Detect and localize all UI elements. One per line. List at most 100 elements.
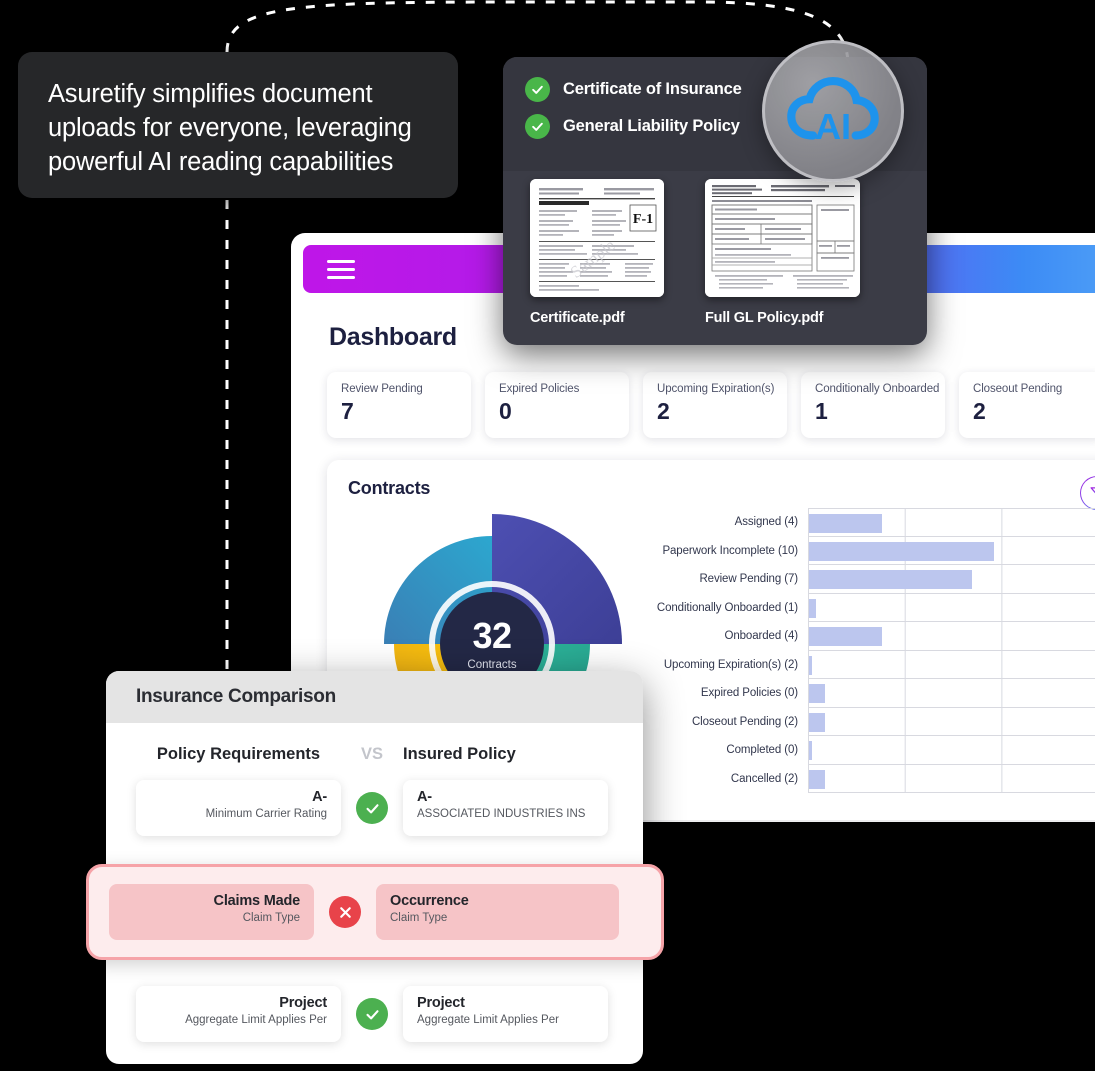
document-thumbnail: F-1 <box>530 179 664 297</box>
bar-fill <box>809 769 825 789</box>
donut-caption: Contracts <box>467 658 517 671</box>
bar-row: Conditionally Onboarded (1) <box>637 593 1095 622</box>
check-label: General Liability Policy <box>563 117 740 135</box>
vs-label: VS <box>360 745 383 763</box>
bar-fill <box>809 598 816 618</box>
document-item[interactable]: Full GL Policy.pdf <box>705 179 860 326</box>
svg-text:F-1: F-1 <box>633 212 653 227</box>
bar-fill <box>809 655 812 675</box>
bar-fill <box>809 684 825 703</box>
insured-cell[interactable]: Occurrence Claim Type <box>376 884 619 940</box>
comparison-row: A- Minimum Carrier Rating A- ASSOCIATED … <box>106 780 643 836</box>
document-thumbnail-list: F-1 <box>503 171 927 326</box>
stat-card-list: Review Pending 7 Expired Policies 0 Upco… <box>291 352 1095 438</box>
bar-label: Upcoming Expiration(s) (2) <box>663 658 798 671</box>
check-circle-icon <box>525 114 550 139</box>
bar-label: Onboarded (4) <box>724 630 799 643</box>
bar-row: Completed (0) <box>637 736 1095 765</box>
comparison-row: Project Aggregate Limit Applies Per Proj… <box>106 986 643 1042</box>
stat-label: Upcoming Expiration(s) <box>657 383 775 395</box>
contracts-bar-chart: Assigned (4) Paperwork Incomplete (10) R… <box>637 508 1095 793</box>
bar-label: Paperwork Incomplete (10) <box>662 544 798 557</box>
document-name: Certificate.pdf <box>530 310 625 326</box>
x-circle-icon <box>329 896 361 928</box>
insured-value: Occurrence <box>390 893 469 909</box>
stat-value: 2 <box>657 398 670 424</box>
column-header-insured: Insured Policy <box>403 745 516 763</box>
panel-title: Insurance Comparison <box>136 686 336 707</box>
funnel-filter-icon[interactable] <box>1080 476 1095 510</box>
requirement-cell[interactable]: Claims Made Claim Type <box>109 884 314 940</box>
bar-label: Review Pending (7) <box>699 573 798 586</box>
bar-track <box>808 622 1095 651</box>
stat-card[interactable]: Upcoming Expiration(s) 2 <box>643 372 787 438</box>
bar-row: Upcoming Expiration(s) (2) <box>637 650 1095 679</box>
bar-track <box>808 764 1095 793</box>
insured-label: Aggregate Limit Applies Per <box>417 1014 559 1026</box>
bar-label: Closeout Pending (2) <box>691 715 798 728</box>
bar-row: Paperwork Incomplete (10) <box>637 536 1095 565</box>
bar-row: Review Pending (7) <box>637 565 1095 594</box>
bar-fill <box>809 741 812 760</box>
check-circle-icon <box>356 998 388 1030</box>
bar-track <box>808 650 1095 679</box>
bar-track <box>808 736 1095 765</box>
bar-fill <box>809 514 882 533</box>
document-item[interactable]: F-1 <box>530 179 685 326</box>
insured-cell[interactable]: Project Aggregate Limit Applies Per <box>403 986 608 1042</box>
bar-label: Expired Policies (0) <box>700 687 798 700</box>
bar-label: Completed (0) <box>726 744 798 757</box>
callout-bubble: Asuretify simplifies document uploads fo… <box>18 52 458 198</box>
bar-track <box>808 508 1095 537</box>
status-badge <box>341 792 403 824</box>
bar-fill <box>809 570 972 589</box>
check-circle-icon <box>356 792 388 824</box>
bar-row: Closeout Pending (2) <box>637 707 1095 736</box>
bar-fill <box>809 712 825 732</box>
stat-card[interactable]: Closeout Pending 2 <box>959 372 1095 438</box>
check-circle-icon <box>525 77 550 102</box>
bar-track <box>808 679 1095 708</box>
insured-label: ASSOCIATED INDUSTRIES INS <box>417 808 586 820</box>
contracts-title: Contracts <box>348 478 431 498</box>
requirement-cell[interactable]: A- Minimum Carrier Rating <box>136 780 341 836</box>
comparison-column-headers: Policy Requirements VS Insured Policy <box>106 745 643 764</box>
status-badge <box>341 998 403 1030</box>
bar-track <box>808 536 1095 565</box>
bar-row: Assigned (4) <box>637 508 1095 537</box>
bar-label: Cancelled (2) <box>730 772 798 785</box>
bar-track <box>808 565 1095 594</box>
stat-card[interactable]: Expired Policies 0 <box>485 372 629 438</box>
insurance-comparison-body: Policy Requirements VS Insured Policy A-… <box>106 723 643 1042</box>
insurance-comparison-panel: Insurance Comparison Policy Requirements… <box>86 671 664 1064</box>
bar-track <box>808 593 1095 622</box>
bar-label: Assigned (4) <box>734 516 798 529</box>
bar-track <box>808 707 1095 736</box>
callout-text: Asuretify simplifies document uploads fo… <box>48 80 412 176</box>
hamburger-menu-icon[interactable] <box>327 255 355 284</box>
stat-label: Conditionally Onboarded <box>815 383 940 395</box>
stat-card[interactable]: Conditionally Onboarded 1 <box>801 372 945 438</box>
document-thumbnail <box>705 179 860 297</box>
svg-text:AI: AI <box>815 106 851 147</box>
page-title: Dashboard <box>329 323 457 351</box>
insured-cell[interactable]: A- ASSOCIATED INDUSTRIES INS <box>403 780 608 836</box>
contracts-card: Contracts <box>327 460 1095 820</box>
requirement-value: Project <box>279 995 327 1011</box>
bar-fill <box>809 541 994 561</box>
document-name: Full GL Policy.pdf <box>705 310 824 326</box>
list-item: Certificate of Insurance <box>525 77 927 102</box>
requirement-value: A- <box>312 789 327 805</box>
bar-label: Conditionally Onboarded (1) <box>656 601 798 614</box>
requirement-cell[interactable]: Project Aggregate Limit Applies Per <box>136 986 341 1042</box>
stat-label: Review Pending <box>341 383 423 395</box>
stat-card[interactable]: Review Pending 7 <box>327 372 471 438</box>
stat-label: Expired Policies <box>499 383 580 395</box>
insured-value: Project <box>417 995 465 1011</box>
comparison-row-mismatch: Claims Made Claim Type Occurrence Claim … <box>86 864 664 960</box>
stat-value: 2 <box>973 398 986 424</box>
stat-value: 0 <box>499 398 512 424</box>
insurance-comparison-header: Insurance Comparison <box>106 671 643 723</box>
insured-value: A- <box>417 789 432 805</box>
